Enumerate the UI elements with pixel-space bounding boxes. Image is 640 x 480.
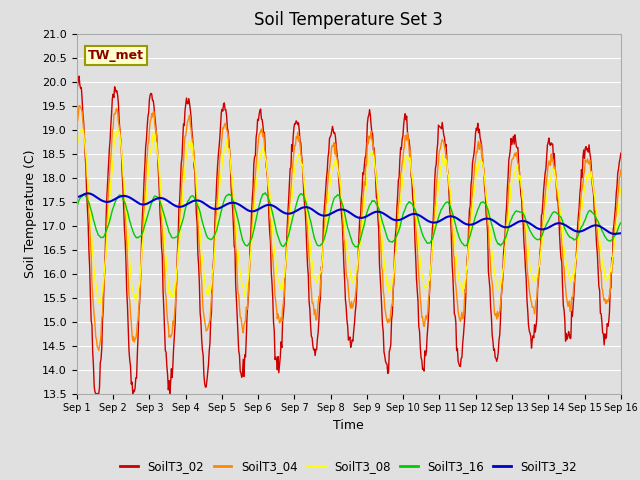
SoilT3_04 (73, 120, 81, 125)
SoilT3_08 (140, 225, 148, 231)
SoilT3_04 (95, 348, 102, 353)
SoilT3_16 (417, 225, 424, 230)
Title: Soil Temperature Set 3: Soil Temperature Set 3 (254, 11, 444, 29)
SoilT3_32 (611, 231, 619, 237)
Line: SoilT3_16: SoilT3_16 (77, 193, 621, 247)
SoilT3_16 (194, 203, 202, 209)
SoilT3_32 (83, 191, 90, 196)
SoilT3_16 (433, 222, 440, 228)
SoilT3_32 (416, 213, 424, 218)
SoilT3_04 (140, 207, 148, 213)
Line: SoilT3_02: SoilT3_02 (77, 76, 621, 394)
SoilT3_32 (84, 191, 92, 196)
SoilT3_02 (433, 162, 440, 168)
SoilT3_16 (83, 195, 90, 201)
SoilT3_08 (94, 300, 102, 305)
SoilT3_02 (617, 150, 625, 156)
SoilT3_08 (73, 149, 81, 155)
SoilT3_32 (617, 230, 625, 236)
SoilT3_32 (73, 194, 81, 200)
SoilT3_08 (417, 259, 424, 264)
SoilT3_02 (224, 129, 232, 134)
SoilT3_08 (196, 220, 204, 226)
SoilT3_16 (352, 244, 360, 250)
Line: SoilT3_08: SoilT3_08 (77, 129, 621, 302)
SoilT3_32 (223, 201, 231, 207)
SoilT3_08 (433, 206, 440, 212)
SoilT3_16 (139, 229, 147, 235)
Line: SoilT3_32: SoilT3_32 (77, 193, 621, 234)
SoilT3_04 (417, 296, 424, 302)
SoilT3_04 (84, 178, 92, 183)
SoilT3_04 (224, 132, 232, 137)
SoilT3_32 (431, 220, 439, 226)
SoilT3_02 (73, 86, 81, 92)
SoilT3_02 (417, 345, 424, 350)
SoilT3_04 (617, 167, 625, 173)
Line: SoilT3_04: SoilT3_04 (77, 106, 621, 350)
SoilT3_16 (261, 190, 269, 196)
SoilT3_04 (76, 103, 83, 108)
SoilT3_04 (433, 184, 440, 190)
SoilT3_16 (617, 220, 625, 226)
SoilT3_08 (84, 170, 92, 176)
SoilT3_08 (617, 186, 625, 192)
SoilT3_32 (140, 202, 147, 207)
Text: TW_met: TW_met (88, 49, 144, 62)
SoilT3_16 (73, 203, 81, 209)
SoilT3_02 (92, 391, 100, 396)
SoilT3_32 (195, 198, 202, 204)
SoilT3_16 (223, 193, 230, 199)
Legend: SoilT3_02, SoilT3_04, SoilT3_08, SoilT3_16, SoilT3_32: SoilT3_02, SoilT3_04, SoilT3_08, SoilT3_… (116, 455, 582, 478)
SoilT3_02 (140, 175, 148, 181)
SoilT3_02 (76, 73, 83, 79)
SoilT3_08 (78, 126, 86, 132)
SoilT3_04 (196, 245, 204, 251)
X-axis label: Time: Time (333, 419, 364, 432)
SoilT3_02 (84, 206, 92, 212)
Y-axis label: Soil Temperature (C): Soil Temperature (C) (24, 149, 36, 278)
SoilT3_08 (224, 145, 232, 151)
SoilT3_02 (196, 280, 204, 286)
